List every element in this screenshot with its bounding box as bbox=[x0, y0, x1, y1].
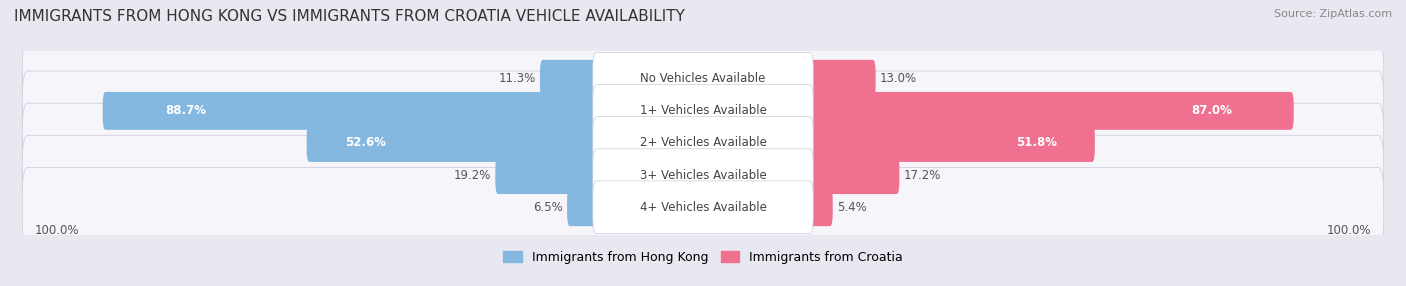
FancyBboxPatch shape bbox=[22, 167, 1384, 247]
FancyBboxPatch shape bbox=[797, 188, 832, 226]
Text: 2+ Vehicles Available: 2+ Vehicles Available bbox=[640, 136, 766, 150]
FancyBboxPatch shape bbox=[593, 149, 813, 201]
FancyBboxPatch shape bbox=[495, 156, 609, 194]
FancyBboxPatch shape bbox=[567, 188, 609, 226]
FancyBboxPatch shape bbox=[593, 181, 813, 234]
Text: 6.5%: 6.5% bbox=[533, 201, 562, 214]
FancyBboxPatch shape bbox=[307, 124, 609, 162]
Text: 51.8%: 51.8% bbox=[1017, 136, 1057, 150]
FancyBboxPatch shape bbox=[22, 103, 1384, 183]
Legend: Immigrants from Hong Kong, Immigrants from Croatia: Immigrants from Hong Kong, Immigrants fr… bbox=[498, 246, 908, 269]
FancyBboxPatch shape bbox=[593, 52, 813, 105]
FancyBboxPatch shape bbox=[22, 71, 1384, 151]
Text: 19.2%: 19.2% bbox=[454, 169, 491, 182]
Text: 13.0%: 13.0% bbox=[880, 72, 917, 85]
Text: 52.6%: 52.6% bbox=[344, 136, 387, 150]
FancyBboxPatch shape bbox=[797, 60, 876, 98]
Text: 87.0%: 87.0% bbox=[1191, 104, 1232, 117]
FancyBboxPatch shape bbox=[593, 117, 813, 169]
FancyBboxPatch shape bbox=[593, 85, 813, 137]
FancyBboxPatch shape bbox=[797, 92, 1294, 130]
Text: 100.0%: 100.0% bbox=[35, 224, 79, 237]
Text: 1+ Vehicles Available: 1+ Vehicles Available bbox=[640, 104, 766, 117]
FancyBboxPatch shape bbox=[797, 124, 1095, 162]
Text: 4+ Vehicles Available: 4+ Vehicles Available bbox=[640, 201, 766, 214]
Text: 100.0%: 100.0% bbox=[1327, 224, 1371, 237]
FancyBboxPatch shape bbox=[22, 135, 1384, 215]
FancyBboxPatch shape bbox=[797, 156, 900, 194]
Text: No Vehicles Available: No Vehicles Available bbox=[640, 72, 766, 85]
Text: 3+ Vehicles Available: 3+ Vehicles Available bbox=[640, 169, 766, 182]
FancyBboxPatch shape bbox=[103, 92, 609, 130]
Text: IMMIGRANTS FROM HONG KONG VS IMMIGRANTS FROM CROATIA VEHICLE AVAILABILITY: IMMIGRANTS FROM HONG KONG VS IMMIGRANTS … bbox=[14, 9, 685, 23]
Text: 5.4%: 5.4% bbox=[837, 201, 866, 214]
Text: 11.3%: 11.3% bbox=[499, 72, 536, 85]
Text: Source: ZipAtlas.com: Source: ZipAtlas.com bbox=[1274, 9, 1392, 19]
FancyBboxPatch shape bbox=[540, 60, 609, 98]
Text: 88.7%: 88.7% bbox=[166, 104, 207, 117]
Text: 17.2%: 17.2% bbox=[904, 169, 941, 182]
FancyBboxPatch shape bbox=[22, 39, 1384, 119]
